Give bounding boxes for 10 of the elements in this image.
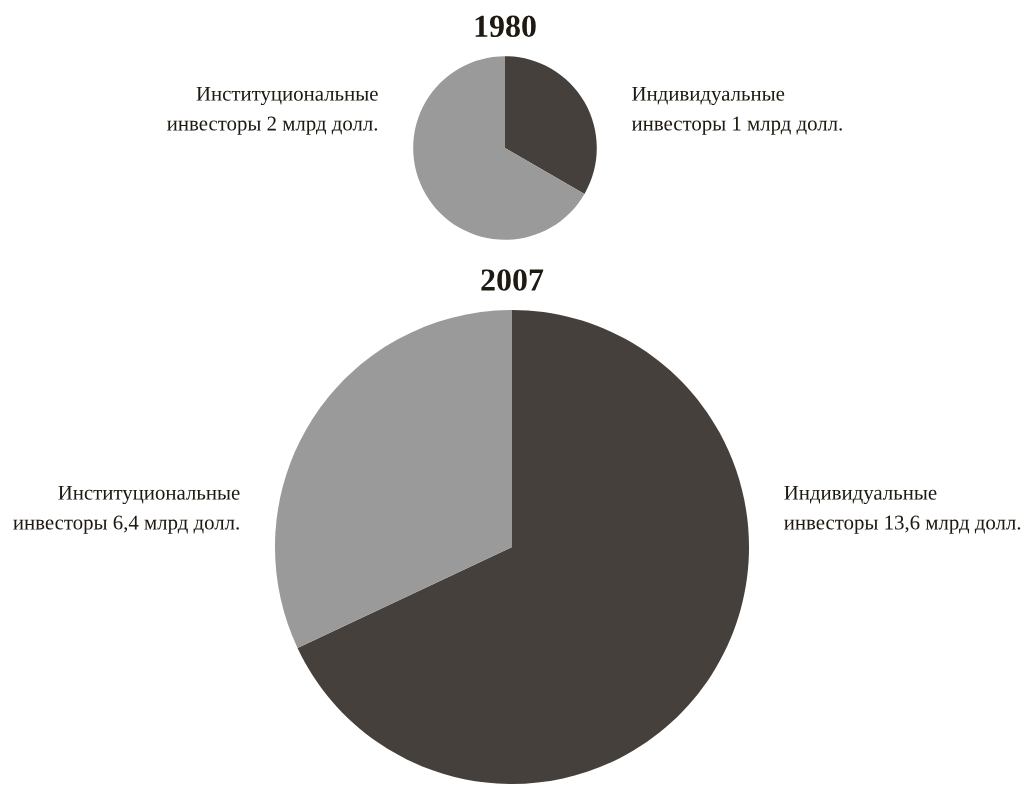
slice-label: Институциональные инвесторы 2 млрд долл. xyxy=(167,86,378,135)
slice-label: Индивидуальные инвесторы 1 млрд долл. xyxy=(631,86,842,135)
pie-slice xyxy=(413,56,585,240)
pie-slice xyxy=(505,56,597,194)
slice-label: Институциональные инвесторы 6,4 млрд долл. xyxy=(13,485,240,534)
slice-label: Индивидуальные инвесторы 13,6 млрд долл. xyxy=(784,485,1021,534)
chart-title: 1980 xyxy=(475,15,536,38)
pie-slice xyxy=(275,309,512,648)
pie-slice xyxy=(297,309,749,784)
chart-title: 2007 xyxy=(481,269,544,291)
